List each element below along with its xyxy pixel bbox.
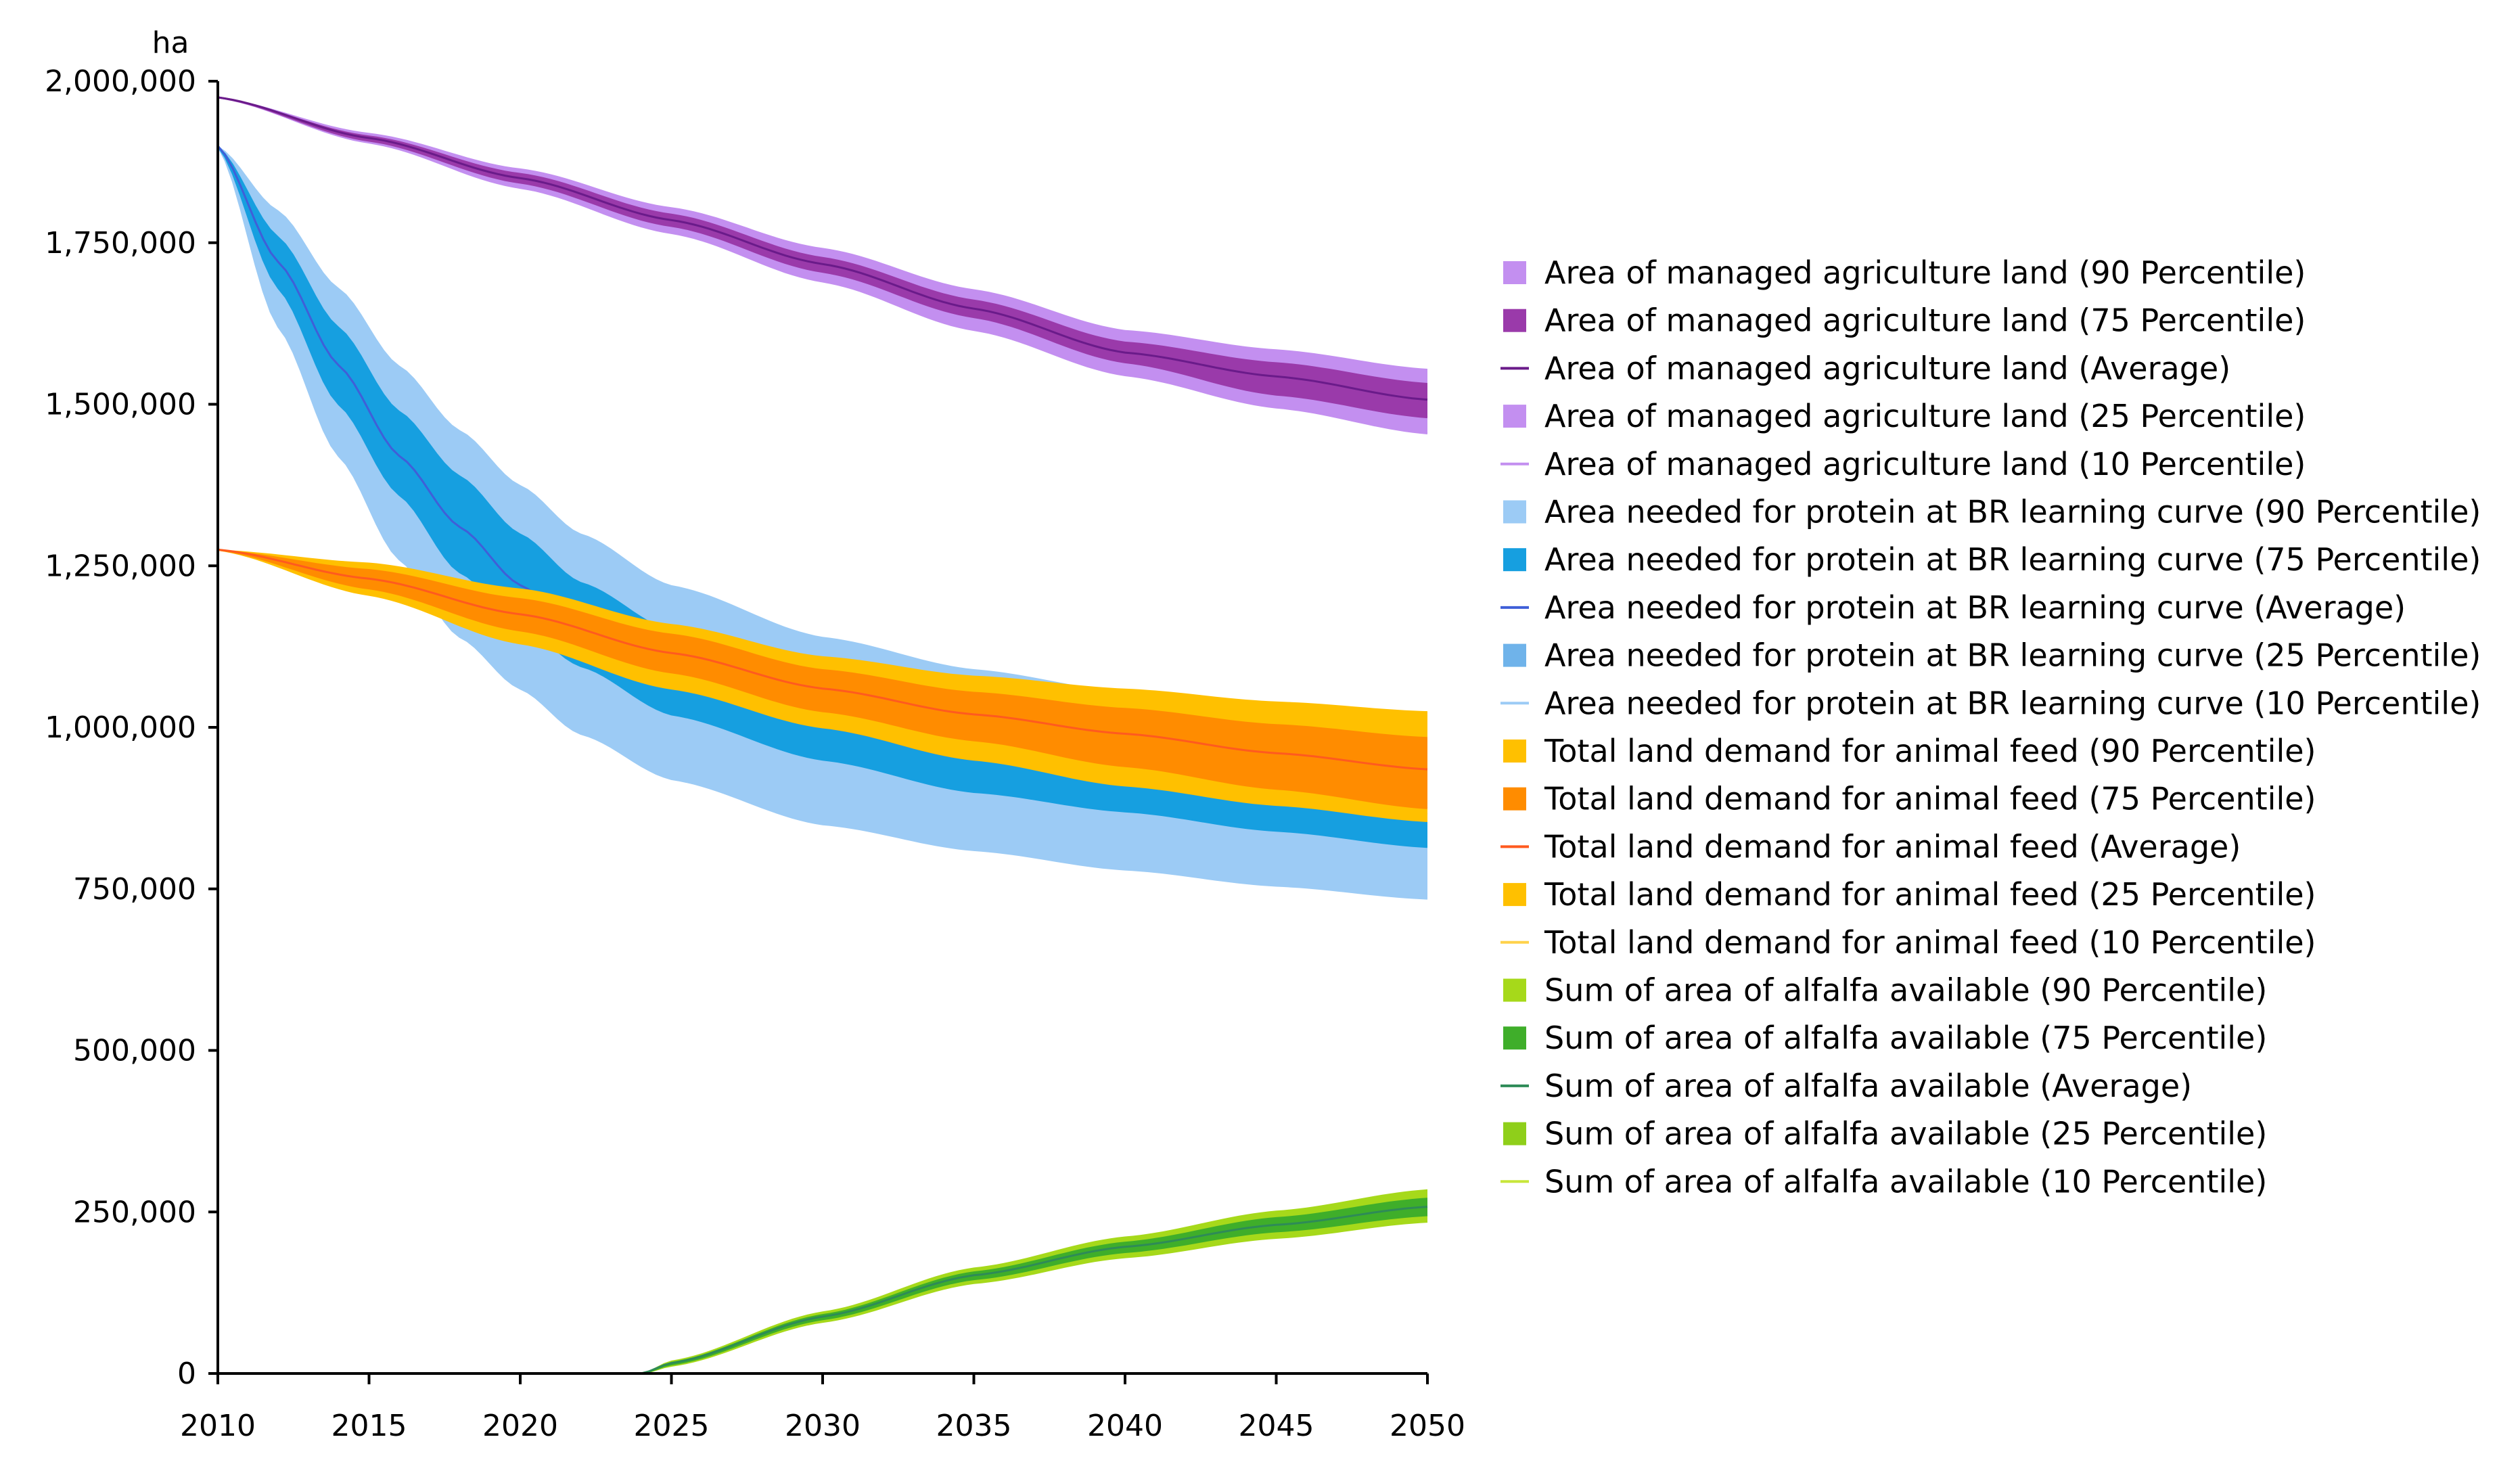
legend-label: Area of managed agriculture land (Averag… — [1544, 350, 2230, 386]
legend-label: Total land demand for animal feed (Avera… — [1544, 828, 2241, 865]
legend-item: Area needed for protein at BR learning c… — [1500, 685, 2481, 721]
legend-item: Area needed for protein at BR learning c… — [1503, 637, 2481, 674]
line-average — [217, 548, 1428, 771]
x-tick-label: 2040 — [1087, 1409, 1163, 1443]
legend-item: Sum of area of alfalfa available (10 Per… — [1500, 1163, 2267, 1200]
legend-label: Total land demand for animal feed (10 Pe… — [1544, 924, 2316, 961]
y-tick-label: 0 — [177, 1357, 196, 1391]
legend-label: Area of managed agriculture land (90 Per… — [1544, 254, 2306, 291]
y-ticks: 0 250,000 500,000 750,000 1,000,000 1,250,000… — [45, 64, 218, 1391]
plot-bands — [216, 96, 1428, 1375]
series-2 — [217, 548, 1428, 822]
legend-swatch — [1503, 787, 1526, 811]
legend-label: Area needed for protein at BR learning c… — [1544, 637, 2481, 674]
line-p25 — [216, 145, 1428, 848]
x-tick-label: 2045 — [1239, 1409, 1314, 1443]
x-ticks: 2010 2015 2020 2025 2030 2035 2040 2045 2050 — [180, 1373, 1465, 1443]
legend-swatch — [1503, 643, 1526, 667]
legend-label: Sum of area of alfalfa available (25 Per… — [1544, 1116, 2267, 1152]
legend-item: Sum of area of alfalfa available (75 Per… — [1503, 1020, 2267, 1056]
y-tick-label: 1,750,000 — [45, 226, 196, 260]
legend-label: Total land demand for animal feed (25 Pe… — [1544, 876, 2316, 913]
line-p10 — [218, 1221, 1428, 1375]
legend-swatch — [1503, 1122, 1526, 1145]
legend-label: Area of managed agriculture land (10 Per… — [1544, 446, 2306, 482]
legend-item: Area needed for protein at BR learning c… — [1503, 541, 2481, 578]
y-tick-label: 1,250,000 — [45, 549, 196, 583]
legend-label: Area of managed agriculture land (75 Per… — [1544, 302, 2306, 339]
x-tick-label: 2030 — [785, 1409, 861, 1443]
line-p10 — [217, 96, 1428, 434]
x-tick-label: 2035 — [936, 1409, 1012, 1443]
y-tick-label: 1,500,000 — [45, 388, 196, 422]
legend-swatch — [1503, 309, 1526, 332]
legend-item: Sum of area of alfalfa available (90 Per… — [1503, 972, 2267, 1009]
line-p10 — [217, 548, 1428, 822]
legend-item: Area needed for protein at BR learning c… — [1500, 589, 2406, 626]
legend-item: Sum of area of alfalfa available (25 Per… — [1503, 1116, 2267, 1152]
legend-swatch — [1503, 261, 1526, 284]
x-tick-label: 2025 — [634, 1409, 710, 1443]
legend-label: Sum of area of alfalfa available (75 Per… — [1544, 1020, 2267, 1056]
legend-label: Area of managed agriculture land (25 Per… — [1544, 398, 2306, 434]
legend-item: Total land demand for animal feed (10 Pe… — [1500, 924, 2316, 961]
legend-swatch — [1503, 883, 1526, 907]
line-p25 — [217, 96, 1428, 419]
legend-swatch — [1503, 1026, 1526, 1050]
legend-item: Area of managed agriculture land (25 Per… — [1503, 398, 2306, 434]
y-tick-label: 750,000 — [73, 872, 196, 907]
legend-item: Area needed for protein at BR learning c… — [1503, 494, 2481, 530]
x-tick-label: 2020 — [482, 1409, 558, 1443]
legend-label: Sum of area of alfalfa available (90 Per… — [1544, 972, 2267, 1009]
y-axis-unit: ha — [152, 26, 189, 60]
legend-label: Area needed for protein at BR learning c… — [1544, 494, 2481, 530]
legend-item: Area of managed agriculture land (10 Per… — [1500, 446, 2306, 482]
legend-item: Total land demand for animal feed (90 Pe… — [1503, 733, 2316, 769]
series-0 — [217, 96, 1428, 434]
y-tick-label: 1,000,000 — [45, 710, 196, 745]
legend-label: Area needed for protein at BR learning c… — [1544, 589, 2406, 626]
legend-item: Sum of area of alfalfa available (Averag… — [1500, 1068, 2192, 1104]
legend-item: Area of managed agriculture land (90 Per… — [1503, 254, 2306, 291]
line-average — [217, 96, 1428, 401]
legend-label: Total land demand for animal feed (75 Pe… — [1544, 781, 2316, 817]
legend-label: Area needed for protein at BR learning c… — [1544, 685, 2481, 721]
line-p25 — [217, 548, 1428, 809]
legend-item: Area of managed agriculture land (Averag… — [1500, 350, 2230, 386]
y-tick-label: 2,000,000 — [45, 64, 196, 99]
legend-item: Total land demand for animal feed (25 Pe… — [1503, 876, 2316, 913]
legend-item: Total land demand for animal feed (75 Pe… — [1503, 781, 2316, 817]
legend-label: Total land demand for animal feed (90 Pe… — [1544, 733, 2316, 769]
legend-swatch — [1503, 740, 1526, 763]
legend-swatch — [1503, 978, 1526, 1002]
series-3 — [218, 1189, 1428, 1375]
x-tick-label: 2050 — [1390, 1409, 1465, 1443]
x-tick-label: 2010 — [180, 1409, 256, 1443]
legend-swatch — [1503, 405, 1526, 428]
legend-swatch — [1503, 548, 1526, 572]
legend-label: Area needed for protein at BR learning c… — [1544, 541, 2481, 578]
legend-swatch — [1503, 500, 1526, 524]
legend: Area of managed agriculture land (90 Per… — [1500, 254, 2481, 1200]
band-p25-p75 — [218, 1198, 1427, 1373]
x-tick-label: 2015 — [331, 1409, 407, 1443]
legend-label: Sum of area of alfalfa available (Averag… — [1544, 1068, 2192, 1104]
band-p10-p90 — [218, 1189, 1427, 1373]
legend-item: Total land demand for animal feed (Avera… — [1500, 828, 2241, 865]
y-tick-label: 500,000 — [73, 1034, 196, 1068]
legend-label: Sum of area of alfalfa available (10 Per… — [1544, 1163, 2267, 1200]
legend-item: Area of managed agriculture land (75 Per… — [1503, 302, 2306, 339]
y-tick-label: 250,000 — [73, 1195, 196, 1229]
